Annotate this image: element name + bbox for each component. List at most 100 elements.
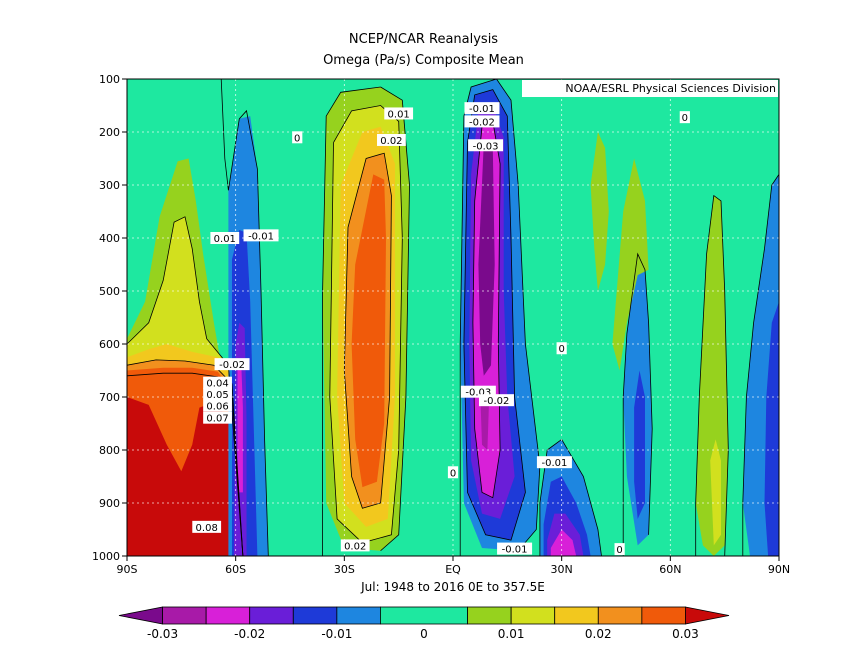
contour-label: -0.01 bbox=[469, 104, 495, 115]
contour-label: 0 bbox=[616, 545, 622, 556]
colorbar-tick-label: -0.02 bbox=[234, 627, 265, 641]
contour-label-bg bbox=[384, 107, 414, 120]
contour-label: 0.08 bbox=[196, 523, 218, 534]
contour-label: 0.04 bbox=[206, 379, 228, 390]
contour-label: 0.01 bbox=[388, 109, 410, 120]
contour-label: -0.03 bbox=[473, 141, 499, 152]
contour-label: 0.06 bbox=[206, 401, 228, 412]
colorbar-tick-label: 0 bbox=[420, 627, 428, 641]
contour-label-bg bbox=[679, 111, 690, 124]
contour-label: -0.01 bbox=[541, 458, 567, 469]
contour-label-bg bbox=[340, 539, 370, 552]
colorbar-swatch bbox=[205, 606, 251, 625]
contour-label-bg bbox=[447, 466, 459, 479]
credit-box: NOAA/ESRL Physical Sciences Division bbox=[522, 80, 778, 97]
colorbar: -0.03 -0.02 -0.01 0 0.01 0.02 0.03 bbox=[118, 606, 730, 641]
contour-label-bg bbox=[214, 358, 250, 371]
y-tick-label: 300 bbox=[99, 179, 120, 192]
colorbar-swatch bbox=[597, 606, 643, 625]
contour-label: -0.01 bbox=[248, 231, 274, 242]
grid-lines bbox=[127, 79, 779, 556]
x-tick-label: 30N bbox=[551, 563, 573, 576]
contour-label: 0 bbox=[294, 133, 300, 144]
colorbar-swatch bbox=[380, 606, 468, 625]
field-30s-subsidence-0.025 bbox=[351, 174, 386, 488]
contour-zero-50n bbox=[622, 252, 653, 556]
y-tick-label: 700 bbox=[99, 391, 120, 404]
contour-label: 0 bbox=[558, 344, 564, 355]
contour-label-bg bbox=[614, 543, 625, 556]
contour-labels: 0.01 -0.0100.010.02-0.01-0.02-0.03-0.020.… bbox=[192, 102, 690, 556]
contour-label-bg bbox=[203, 387, 232, 400]
colorbar-swatch bbox=[292, 606, 338, 625]
x-tick-label: 60N bbox=[659, 563, 681, 576]
contour-label: -0.02 bbox=[469, 117, 495, 128]
contour-label-bg bbox=[203, 411, 232, 424]
contour-label-bg bbox=[464, 115, 500, 128]
x-tick-label: 30S bbox=[334, 563, 355, 576]
contour-label-bg bbox=[468, 139, 504, 152]
contour-label: -0.03 bbox=[465, 388, 491, 399]
contour-label-bg bbox=[203, 399, 232, 412]
colorbar-swatch bbox=[249, 606, 294, 625]
contour-label-bg bbox=[536, 456, 572, 469]
contour-label-bg bbox=[497, 542, 533, 555]
y-tick-label: 900 bbox=[99, 497, 120, 510]
colorbar-swatch bbox=[554, 606, 599, 625]
contour-label-bg bbox=[192, 520, 222, 533]
contour-zero-sh bbox=[220, 79, 269, 556]
y-tick-label: 1000 bbox=[92, 550, 120, 563]
chart-subtitle: Omega (Pa/s) Composite Mean bbox=[323, 53, 524, 68]
contour-label-bg bbox=[478, 394, 514, 407]
y-tick-label: 800 bbox=[99, 444, 120, 457]
contour-label: 0.01 bbox=[214, 234, 236, 245]
x-tick-label: EQ bbox=[445, 563, 461, 576]
x-tick-label: 90N bbox=[768, 563, 790, 576]
contour-sh-0.02 bbox=[127, 216, 244, 556]
contour-sh-0.06 bbox=[127, 372, 244, 556]
contour-label: 0 bbox=[682, 113, 688, 124]
field-30n-ascent-0.02 bbox=[550, 529, 577, 556]
colorbar-tick-label: 0.03 bbox=[672, 627, 699, 641]
colorbar-tick-label: 0.02 bbox=[585, 627, 612, 641]
colorbar-swatch bbox=[641, 606, 686, 625]
y-tick-label: 600 bbox=[99, 338, 120, 351]
y-tick-label: 200 bbox=[99, 126, 120, 139]
field-60s-ascent-0.03 bbox=[237, 359, 243, 493]
contour-label-bg bbox=[377, 133, 406, 146]
contour-label-bg bbox=[464, 102, 500, 115]
contour-label: 0 bbox=[450, 468, 456, 479]
field-70n-subsidence-core bbox=[710, 439, 721, 546]
colorbar-tick-label: -0.01 bbox=[321, 627, 352, 641]
contour-label: 0.05 bbox=[206, 390, 228, 401]
colorbar-swatch bbox=[118, 606, 163, 625]
contour-label-bg bbox=[292, 131, 303, 144]
contour-label: 0.02 bbox=[380, 136, 402, 147]
x-tick-label: 90S bbox=[117, 563, 138, 576]
field-87n-ascent-core bbox=[764, 301, 779, 556]
contour-eq-0.01 bbox=[463, 89, 526, 541]
contour-sh-0.04 bbox=[127, 359, 244, 556]
chart-title: NCEP/NCAR Reanalysis bbox=[348, 32, 499, 47]
contour-label-bg bbox=[556, 342, 567, 355]
credit-text: NOAA/ESRL Physical Sciences Division bbox=[565, 82, 776, 95]
y-tick-label: 100 bbox=[99, 73, 120, 86]
colorbar-swatch bbox=[467, 606, 512, 625]
field-50n-ascent-core bbox=[634, 370, 645, 519]
x-tick-label: 60S bbox=[225, 563, 246, 576]
contour-zero-eq-e bbox=[496, 79, 541, 551]
chart-footer: Jul: 1948 to 2016 0E to 357.5E bbox=[361, 580, 545, 594]
contour-zero-30s-w bbox=[322, 86, 381, 556]
colorbar-tick-label: -0.03 bbox=[147, 627, 178, 641]
colorbar-swatch bbox=[336, 606, 381, 625]
field-eq-ascent-0.03 bbox=[478, 142, 495, 376]
colorbar-swatch bbox=[510, 606, 556, 625]
contour-label: -0.01 bbox=[502, 545, 528, 556]
y-tick-label: 400 bbox=[99, 232, 120, 245]
contour-label: 0.07 bbox=[206, 414, 228, 425]
contour-label-bg bbox=[203, 376, 232, 389]
field-40n-subsidence bbox=[590, 132, 609, 291]
y-tick-label: 500 bbox=[99, 285, 120, 298]
